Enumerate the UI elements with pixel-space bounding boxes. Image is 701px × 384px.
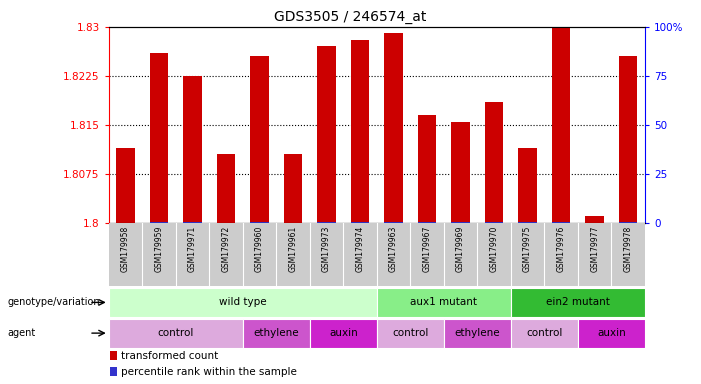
Bar bbox=[243, 319, 310, 348]
Text: ein2 mutant: ein2 mutant bbox=[546, 297, 610, 308]
Bar bbox=[284, 154, 302, 223]
Bar bbox=[318, 46, 336, 223]
Bar bbox=[377, 319, 444, 348]
Text: GSM179963: GSM179963 bbox=[389, 226, 398, 272]
Bar bbox=[110, 367, 117, 376]
Text: auxin: auxin bbox=[329, 328, 358, 338]
Text: GSM179974: GSM179974 bbox=[355, 226, 365, 272]
Bar bbox=[519, 147, 537, 223]
Bar bbox=[109, 288, 377, 317]
Text: ethylene: ethylene bbox=[454, 328, 500, 338]
Text: GSM179977: GSM179977 bbox=[590, 226, 599, 272]
Text: GSM179960: GSM179960 bbox=[255, 226, 264, 272]
Bar bbox=[110, 351, 117, 360]
Text: agent: agent bbox=[7, 328, 35, 338]
Bar bbox=[552, 27, 571, 223]
Text: GSM179978: GSM179978 bbox=[624, 226, 633, 272]
Bar bbox=[217, 154, 235, 223]
Text: GSM179975: GSM179975 bbox=[523, 226, 532, 272]
Text: GSM179961: GSM179961 bbox=[289, 226, 297, 272]
Bar bbox=[444, 319, 511, 348]
Bar bbox=[418, 115, 436, 223]
Text: genotype/variation: genotype/variation bbox=[7, 297, 100, 308]
Text: GSM179976: GSM179976 bbox=[557, 226, 566, 272]
Text: GSM179959: GSM179959 bbox=[154, 226, 163, 272]
Bar bbox=[578, 319, 645, 348]
Bar bbox=[384, 33, 403, 223]
Bar bbox=[109, 319, 243, 348]
Bar bbox=[350, 40, 369, 223]
Text: transformed count: transformed count bbox=[121, 351, 218, 361]
Text: control: control bbox=[158, 328, 194, 338]
Bar bbox=[310, 319, 377, 348]
Text: GSM179970: GSM179970 bbox=[489, 226, 498, 272]
Bar bbox=[451, 122, 470, 223]
Text: GSM179973: GSM179973 bbox=[322, 226, 331, 272]
Text: GDS3505 / 246574_at: GDS3505 / 246574_at bbox=[274, 10, 427, 23]
Text: percentile rank within the sample: percentile rank within the sample bbox=[121, 367, 297, 377]
Text: GSM179969: GSM179969 bbox=[456, 226, 465, 272]
Text: GSM179971: GSM179971 bbox=[188, 226, 197, 272]
Bar bbox=[511, 288, 645, 317]
Bar bbox=[250, 56, 268, 223]
Text: control: control bbox=[526, 328, 563, 338]
Bar bbox=[183, 76, 202, 223]
Text: aux1 mutant: aux1 mutant bbox=[410, 297, 477, 308]
Text: GSM179958: GSM179958 bbox=[121, 226, 130, 272]
Text: GSM179972: GSM179972 bbox=[222, 226, 231, 272]
Bar bbox=[585, 216, 604, 223]
Text: GSM179967: GSM179967 bbox=[423, 226, 432, 272]
Bar bbox=[150, 53, 168, 223]
Bar bbox=[485, 102, 503, 223]
Text: ethylene: ethylene bbox=[254, 328, 299, 338]
Bar bbox=[116, 147, 135, 223]
Bar bbox=[511, 319, 578, 348]
Text: control: control bbox=[392, 328, 428, 338]
Text: auxin: auxin bbox=[597, 328, 626, 338]
Bar bbox=[377, 288, 511, 317]
Text: wild type: wild type bbox=[219, 297, 266, 308]
Bar bbox=[619, 56, 637, 223]
